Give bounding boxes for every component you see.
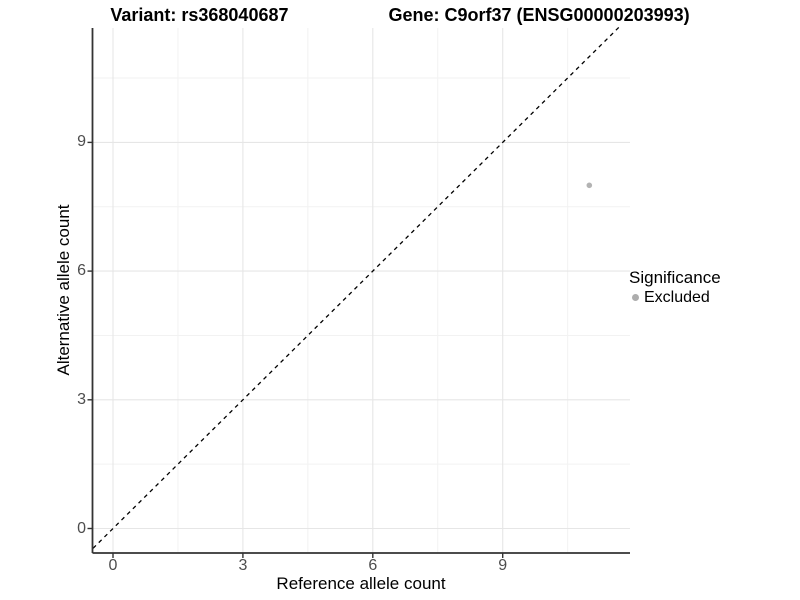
legend: Significance Excluded: [629, 268, 721, 307]
identity-line: [92, 26, 620, 549]
x-tick-label: 6: [368, 557, 378, 574]
x-tick-label: 9: [498, 557, 508, 574]
y-tick-label: 9: [77, 133, 86, 151]
legend-point-icon: [632, 294, 639, 301]
y-tick-label: 0: [77, 519, 86, 537]
data-point: [586, 182, 593, 189]
y-tick-label: 3: [77, 390, 86, 408]
legend-title: Significance: [629, 268, 721, 287]
plot-title-gene: Gene: C9orf37 (ENSG00000203993): [388, 5, 690, 25]
y-tick-label: 6: [77, 262, 86, 280]
plot-title-variant: Variant: rs368040687: [110, 5, 289, 25]
legend-item-label: Excluded: [644, 289, 710, 306]
plot-title-row: Variant: rs368040687 Gene: C9orf37 (ENSG…: [0, 4, 800, 26]
x-tick-label: 3: [238, 557, 248, 574]
y-axis-label: Alternative allele count: [54, 204, 73, 376]
x-axis-label: Reference allele count: [276, 574, 446, 593]
legend-item-excluded: Excluded: [629, 288, 721, 307]
x-tick-label: 0: [108, 557, 118, 574]
